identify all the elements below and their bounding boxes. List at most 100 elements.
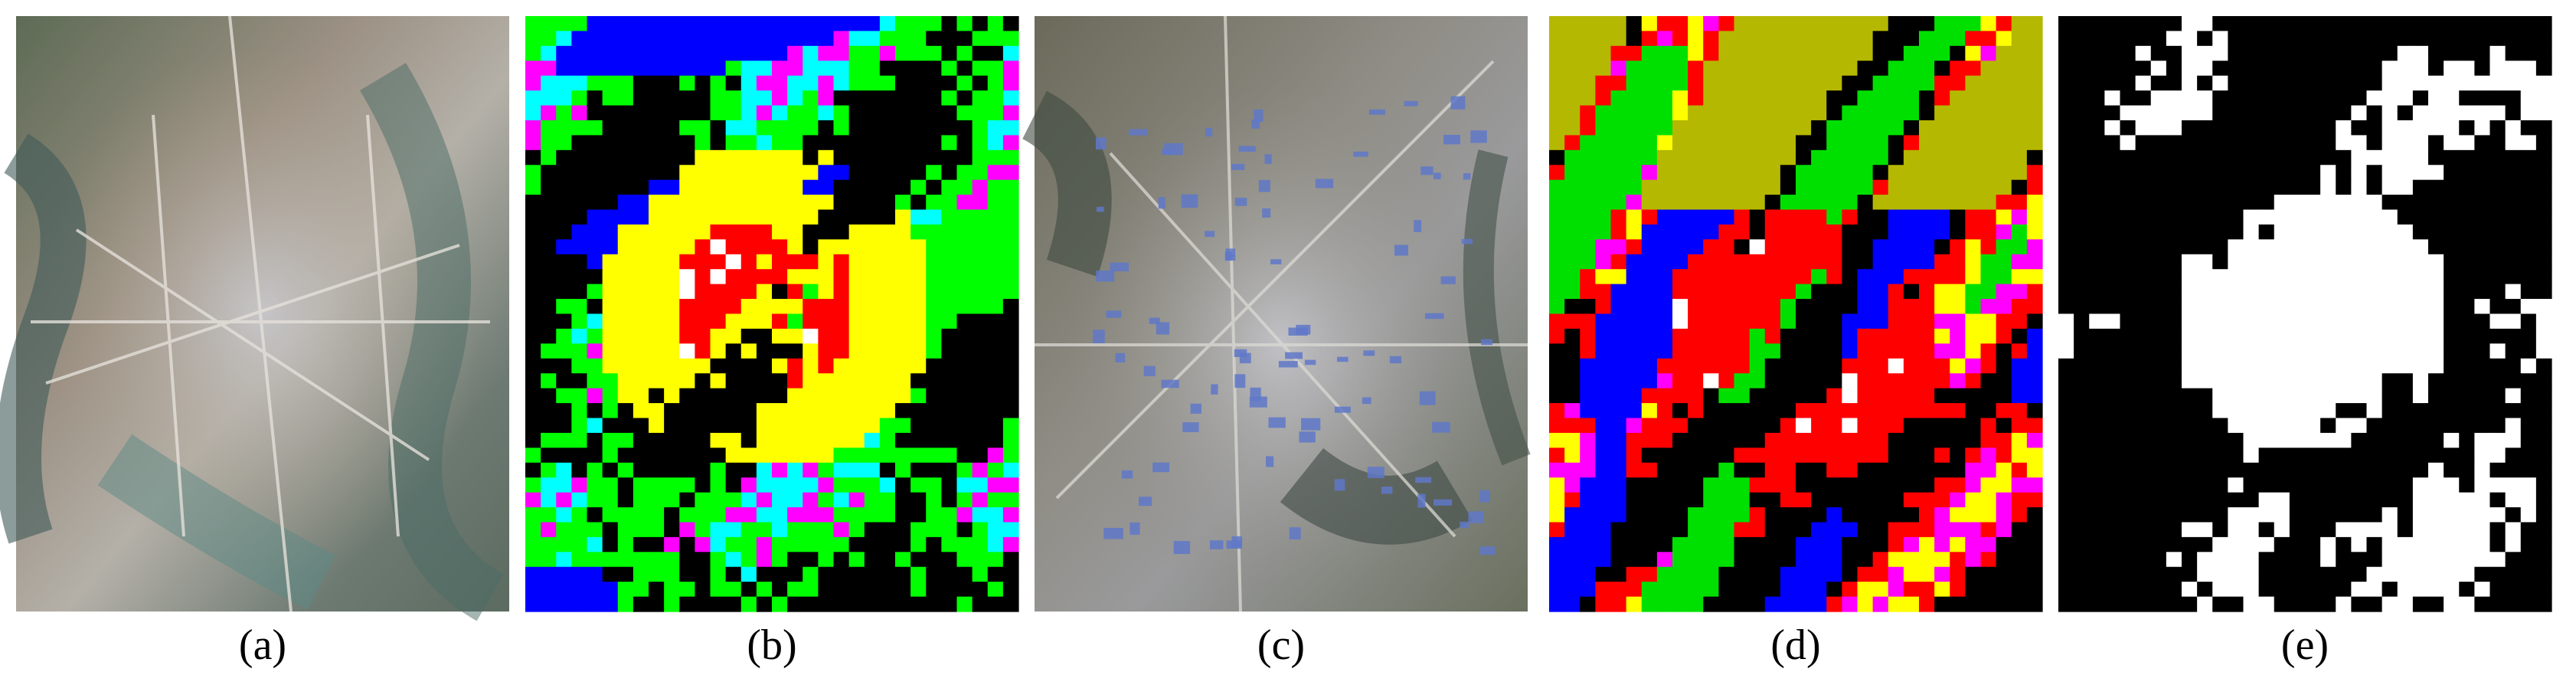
pixel <box>2058 462 2074 478</box>
pixel <box>1950 477 1966 493</box>
pixel <box>1919 269 1935 285</box>
pixel <box>941 477 958 493</box>
pixel <box>633 418 649 434</box>
pixel <box>2243 165 2260 181</box>
pixel <box>1672 358 1688 374</box>
pixel <box>2166 477 2182 493</box>
pixel <box>2520 492 2537 508</box>
pixel <box>695 120 711 136</box>
pixel <box>1703 209 1719 225</box>
pixel <box>2120 179 2136 195</box>
pixel <box>2366 31 2383 47</box>
pixel <box>695 566 711 582</box>
pixel <box>2305 552 2321 568</box>
pixel <box>879 552 896 568</box>
pixel <box>2489 75 2506 91</box>
pixel <box>848 522 865 538</box>
pixel <box>787 448 803 464</box>
pixel <box>1626 179 1643 195</box>
pixel <box>695 239 711 255</box>
pixel <box>864 135 881 151</box>
pixel <box>895 90 911 107</box>
pixel <box>1934 269 1950 285</box>
pixel <box>1764 45 1781 61</box>
pixel <box>2197 61 2213 77</box>
pixel <box>926 165 942 181</box>
pixel <box>1888 403 1904 419</box>
pixel <box>1564 432 1581 448</box>
pixel <box>1595 536 1612 552</box>
pixel <box>756 343 773 359</box>
pixel <box>679 432 695 448</box>
pixel <box>1610 209 1627 225</box>
pixel <box>2412 358 2429 374</box>
roof <box>1152 462 1170 473</box>
pixel <box>1734 165 1751 181</box>
pixel <box>1641 149 1658 166</box>
pixel <box>695 388 711 404</box>
pixel <box>1580 507 1596 523</box>
pixel <box>2058 165 2074 181</box>
pixel <box>2397 209 2414 225</box>
pixel <box>2182 299 2198 315</box>
pixel <box>879 165 896 181</box>
pixel <box>1857 31 1874 47</box>
pixel <box>2351 552 2368 568</box>
pixel <box>2351 135 2368 151</box>
pixel <box>1002 105 1019 121</box>
pixel <box>1002 328 1019 344</box>
pixel <box>664 358 680 374</box>
pixel <box>1672 477 1688 493</box>
pixel <box>848 75 865 91</box>
pixel <box>2228 313 2244 330</box>
pixel <box>2444 45 2460 61</box>
pixel <box>617 149 634 166</box>
pixel <box>833 432 850 448</box>
pixel <box>1002 477 1019 493</box>
pixel <box>972 448 989 464</box>
pixel <box>1595 224 1612 240</box>
pixel <box>2505 432 2522 448</box>
pixel <box>2089 328 2105 344</box>
pixel <box>2135 61 2152 77</box>
pixel <box>972 254 989 270</box>
pixel <box>633 31 649 47</box>
roof <box>1095 137 1107 150</box>
pixel <box>1703 596 1719 612</box>
pixel <box>1580 209 1596 225</box>
pixel <box>1811 566 1827 582</box>
pixel <box>2243 209 2260 225</box>
pixel <box>1564 105 1581 121</box>
pixel <box>1580 149 1596 166</box>
pixel <box>1796 209 1812 225</box>
pixel <box>1749 165 1766 181</box>
pixel <box>787 418 803 434</box>
pixel <box>2182 462 2198 478</box>
pixel <box>679 165 695 181</box>
pixel <box>695 61 711 77</box>
pixel <box>1826 373 1842 389</box>
pixel <box>2150 343 2167 359</box>
pixel <box>2474 254 2491 270</box>
pixel <box>1564 462 1581 478</box>
pixel <box>633 462 649 478</box>
pixel <box>2412 90 2429 107</box>
roof <box>1363 350 1375 356</box>
pixel <box>571 432 588 448</box>
pixel <box>617 477 634 493</box>
pixel <box>787 507 803 523</box>
pixel <box>1641 388 1658 404</box>
pixel <box>803 239 819 255</box>
pixel <box>541 388 557 404</box>
pixel <box>1888 462 1904 478</box>
pixel <box>2336 299 2352 315</box>
panel-label: (b) <box>747 621 796 669</box>
pixel <box>1718 120 1735 136</box>
pixel <box>710 373 727 389</box>
pixel <box>664 418 680 434</box>
pixel <box>2258 507 2275 523</box>
pixel <box>1703 328 1719 344</box>
pixel <box>1656 120 1673 136</box>
pixel <box>2026 462 2043 478</box>
pixel <box>2351 432 2368 448</box>
